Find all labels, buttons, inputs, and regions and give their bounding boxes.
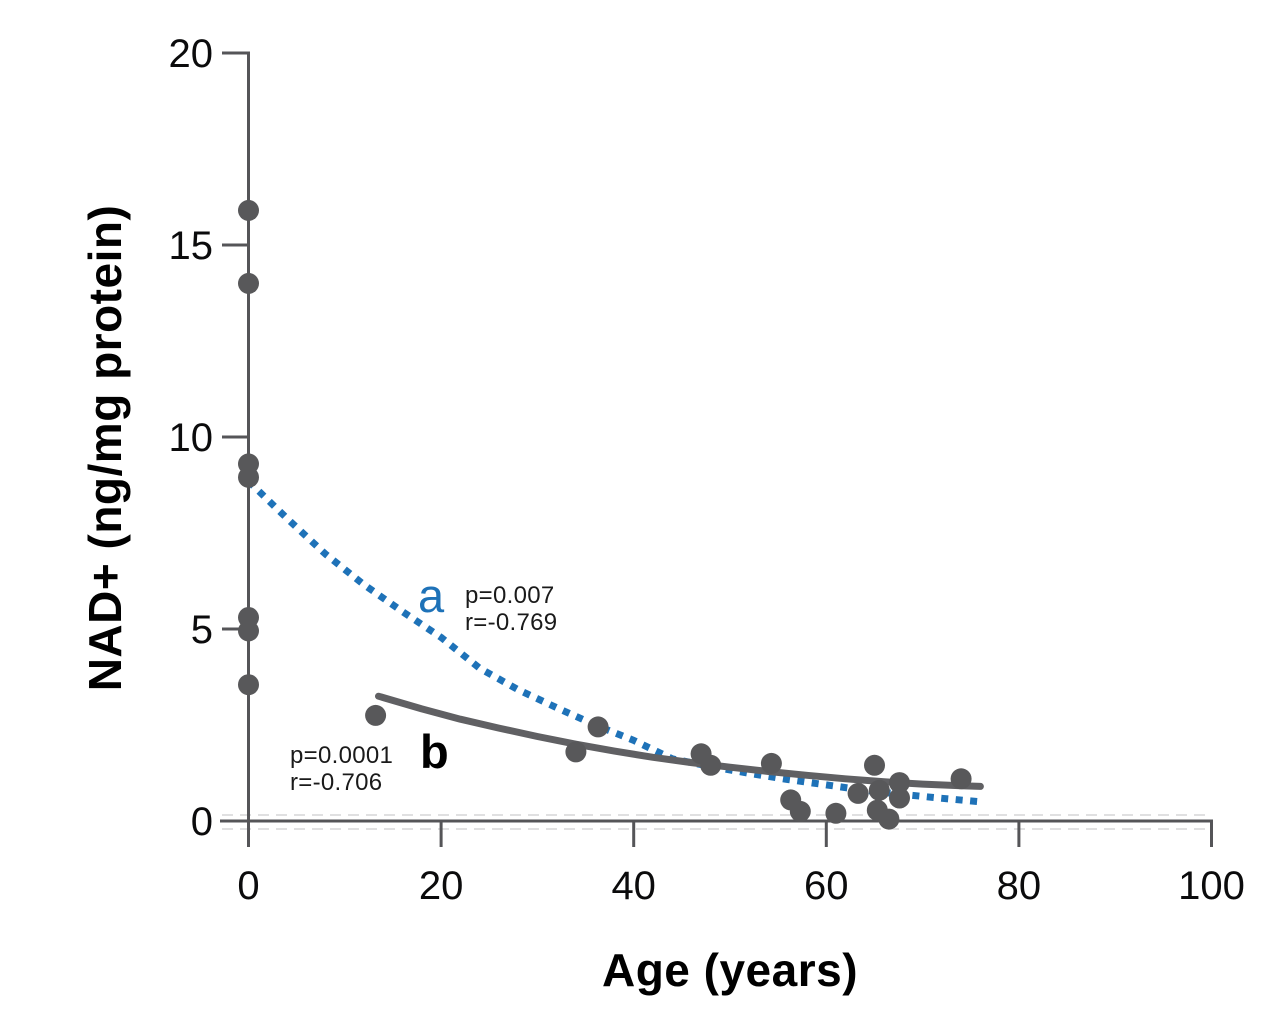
series-a-label: a [418, 569, 445, 622]
data-point [365, 704, 387, 726]
data-point [825, 802, 847, 824]
x-tick-label: 100 [1178, 864, 1245, 908]
data-point [238, 620, 259, 642]
x-axis-title: Age (years) [601, 944, 859, 996]
data-point [700, 754, 722, 776]
series-b-rvalue: r=-0.706 [290, 769, 383, 796]
y-tick-label: 5 [191, 608, 213, 652]
data-point [878, 808, 900, 830]
y-tick-label: 20 [169, 32, 214, 76]
series-b-stats: p=0.0001 r=-0.706 [290, 742, 393, 796]
x-tick-label: 80 [997, 864, 1042, 908]
y-tick-label: 15 [169, 224, 214, 268]
data-point [565, 741, 587, 763]
data-point [238, 272, 259, 294]
data-point [587, 716, 609, 738]
data-point [238, 199, 259, 221]
series-a-stats: p=0.007 r=-0.769 [465, 582, 557, 636]
data-point [868, 779, 890, 801]
series-b-pvalue: p=0.0001 [290, 742, 394, 769]
data-point [238, 674, 259, 696]
data-point [847, 782, 869, 804]
x-tick-label: 20 [419, 864, 464, 908]
y-tick-label: 0 [191, 800, 213, 844]
x-tick-label: 60 [804, 864, 849, 908]
data-point [950, 768, 972, 790]
series-a-rvalue: r=-0.769 [465, 609, 558, 636]
data-point [789, 800, 811, 822]
data-point [760, 752, 782, 774]
y-tick-label: 10 [169, 416, 214, 460]
data-point [864, 754, 885, 776]
data-point [238, 466, 259, 488]
x-tick-label: 0 [237, 864, 259, 908]
y-axis-title: NAD+ (ng/mg protein) [79, 204, 131, 692]
data-point [889, 787, 910, 809]
x-tick-label: 40 [611, 864, 656, 908]
data-point [889, 772, 910, 794]
series-a-pvalue: p=0.007 [465, 582, 555, 609]
trend-line-b [375, 692, 984, 790]
series-b-label: b [420, 725, 449, 778]
